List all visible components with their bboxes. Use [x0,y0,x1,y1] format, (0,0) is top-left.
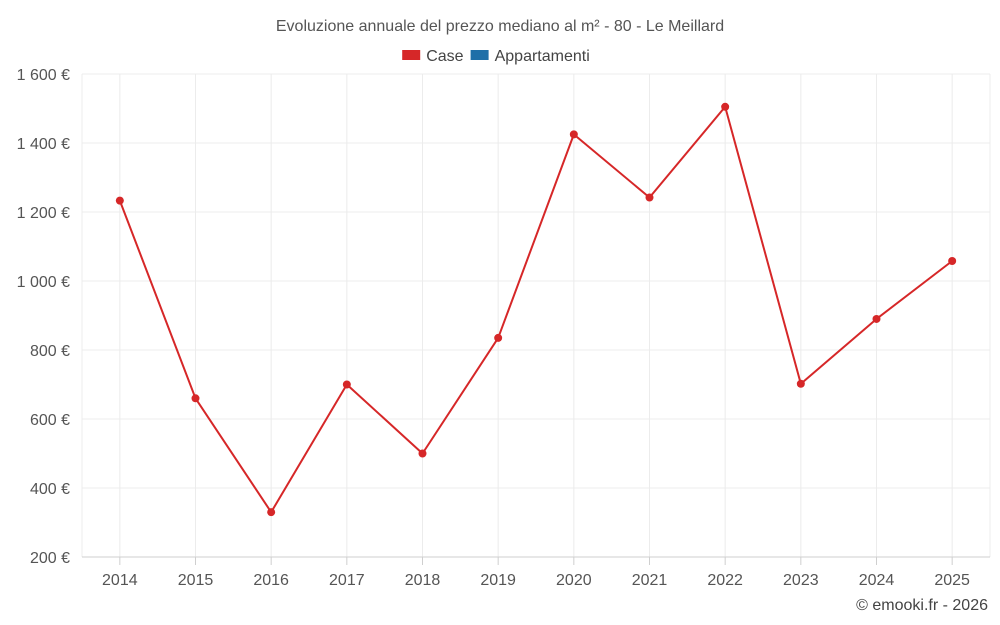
legend-label: Appartamenti [495,48,590,65]
y-tick-label: 800 € [30,343,70,360]
legend: Case Appartamenti [402,48,590,65]
y-tick-label: 1 200 € [17,205,70,222]
x-tick-label: 2025 [934,572,970,589]
data-point-2014[interactable] [115,196,124,205]
y-tick-label: 1 600 € [17,67,70,84]
data-point-2018[interactable] [418,449,427,458]
x-tick-label: 2015 [178,572,214,589]
legend-item-case[interactable]: Case [402,48,464,65]
data-point-2015[interactable] [191,394,200,403]
data-point-2016[interactable] [267,508,276,517]
data-point-2025[interactable] [948,256,957,265]
legend-item-appartamenti[interactable]: Appartamenti [470,48,590,65]
x-tick-label: 2024 [859,572,895,589]
x-tick-label: 2018 [405,572,441,589]
grid [81,73,991,557]
x-tick-label: 2014 [102,572,138,589]
legend-label: Case [426,48,463,65]
y-tick-label: 600 € [30,412,70,429]
y-tick-label: 1 000 € [17,274,70,291]
series-line-case [118,105,953,514]
x-tick-label: 2019 [480,572,516,589]
data-point-2020[interactable] [569,130,578,139]
axes: 200 € 400 € 600 € 800 € 1 000 € 1 200 € 1 400 … [17,67,990,589]
series-layer [115,102,957,517]
data-point-2021[interactable] [645,193,654,202]
data-point-2019[interactable] [494,333,503,342]
legend-swatch [470,50,489,60]
y-tick-label: 400 € [30,481,70,498]
x-tick-label: 2016 [253,572,289,589]
chart-title: Evoluzione annuale del prezzo mediano al… [276,18,724,35]
x-tick-label: 2021 [632,572,668,589]
x-tick-label: 2023 [783,572,819,589]
y-tick-label: 200 € [30,550,70,567]
legend-swatch [402,50,421,60]
credit-text: © emooki.fr - 2026 [856,597,988,614]
data-point-2022[interactable] [721,102,730,111]
x-tick-label: 2017 [329,572,365,589]
data-point-2023[interactable] [796,379,805,388]
data-point-2024[interactable] [872,314,881,323]
data-point-2017[interactable] [342,380,351,389]
y-tick-label: 1 400 € [17,136,70,153]
x-tick-label: 2020 [556,572,592,589]
x-tick-label: 2022 [707,572,743,589]
